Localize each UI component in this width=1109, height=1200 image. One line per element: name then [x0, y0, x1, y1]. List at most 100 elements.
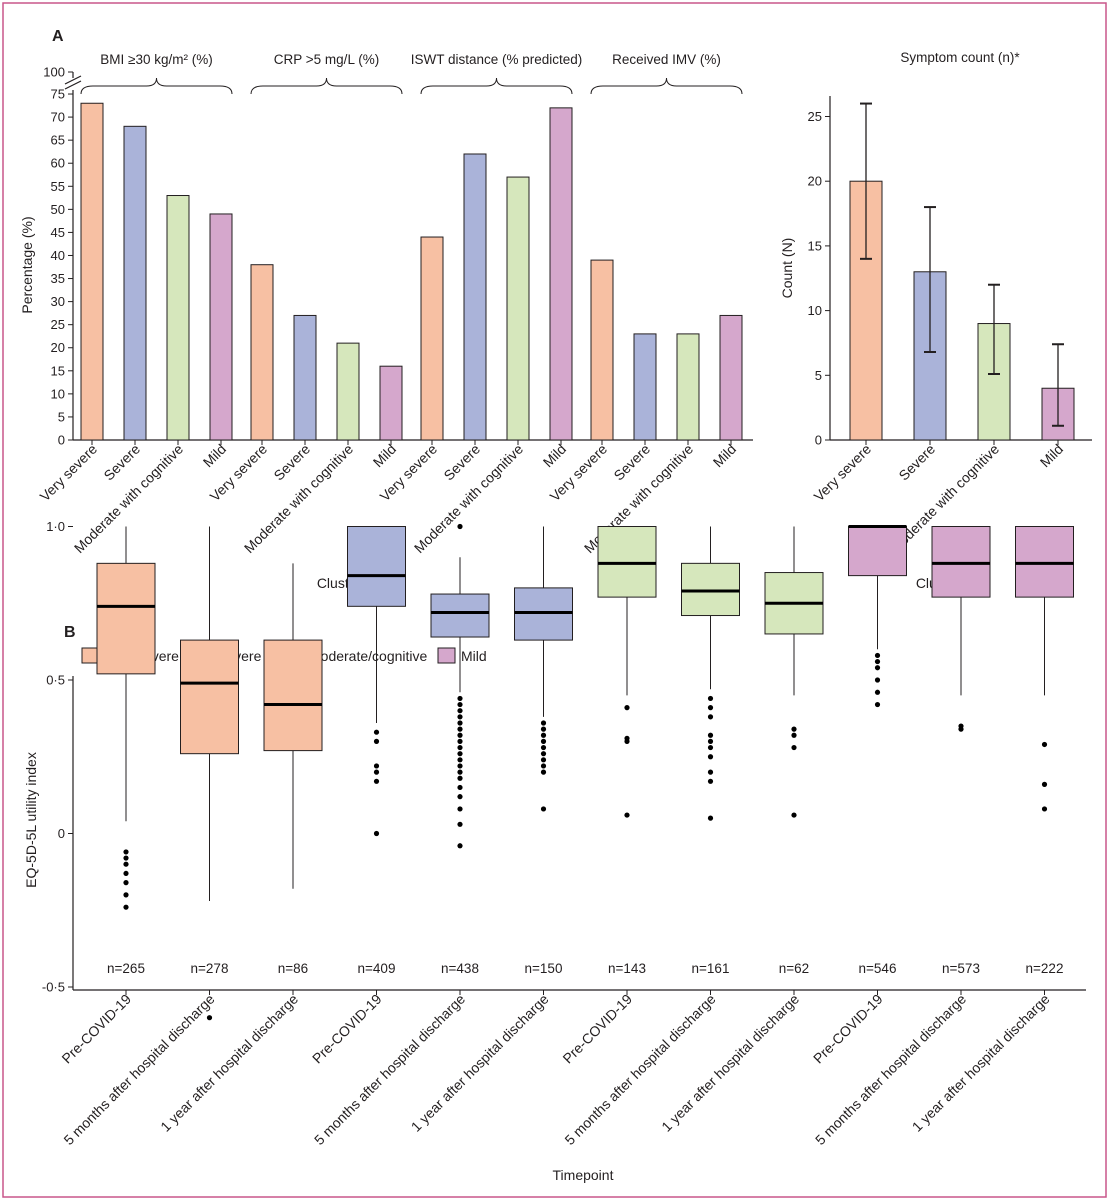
panel-a-letter: A	[52, 28, 64, 45]
outlier-point	[457, 708, 463, 714]
y-tick-label: 10	[808, 303, 822, 318]
bar-severe	[463, 153, 487, 441]
n-label: n=143	[608, 961, 646, 976]
x-tick-label: 5 months after hospital discharge	[812, 991, 969, 1148]
outlier-point	[707, 754, 714, 760]
y-tick-label: 5	[815, 368, 822, 383]
x-tick-label: Mild	[1037, 441, 1066, 470]
outlier-point	[707, 695, 714, 702]
outlier-point	[540, 732, 547, 738]
y-tick-label: 0	[58, 826, 65, 841]
outlier-point	[457, 763, 463, 769]
outlier-point	[540, 738, 547, 745]
outlier-point	[123, 849, 129, 855]
outlier-point	[373, 830, 380, 837]
outlier-point	[373, 778, 380, 784]
outlier-point	[457, 821, 463, 827]
outlier-point	[707, 714, 714, 720]
y-tick-label: 30	[51, 294, 65, 309]
panel-a-grouped-bar-chart: 0 5 10 15 20 25 30 35 40 45 50 55 60 65 70 75 100 Percent…	[19, 52, 753, 591]
legend-swatch-mild	[437, 647, 456, 664]
bar-mild	[719, 314, 743, 441]
x-tick-label: Severe	[610, 441, 653, 484]
n-label: n=546	[859, 961, 897, 976]
box	[931, 526, 991, 598]
x-tick-label: Mild	[710, 441, 739, 470]
box	[848, 526, 907, 577]
outlier-point	[457, 720, 463, 726]
x-tick-label: 1 year after hospital discharge	[157, 991, 301, 1135]
outlier-point	[457, 738, 463, 745]
n-label: n=265	[107, 961, 145, 976]
outlier-point	[457, 757, 463, 763]
y-tick-label: 20	[51, 340, 65, 355]
outlier-point	[123, 855, 129, 861]
outlier-point	[624, 705, 630, 711]
outlier-point	[1041, 781, 1048, 787]
y-tick-label: -0·5	[42, 980, 65, 995]
y-tick-label: 75	[51, 87, 65, 102]
y-tick-label: 50	[51, 202, 65, 217]
legend-swatch-very-severe	[81, 647, 100, 664]
outlier-point	[457, 843, 463, 849]
bar-moderate-with-cognitive	[676, 333, 700, 441]
x-tick-label: Pre-COVID-19	[810, 991, 886, 1067]
outlier-point	[707, 738, 714, 745]
box	[180, 639, 239, 755]
outlier-point	[373, 763, 380, 769]
group-label: CRP >5 mg/L (%)	[274, 52, 379, 67]
group-label: BMI ≥30 kg/m² (%)	[100, 52, 212, 67]
y-axis-title: Count (N)	[779, 238, 795, 299]
x-tick-label: Pre-COVID-19	[309, 991, 385, 1067]
y-tick-label: 65	[51, 133, 65, 148]
y-tick-label: 15	[808, 238, 822, 253]
bar-very-severe	[250, 264, 274, 441]
n-label: n=86	[278, 961, 308, 976]
outlier-point	[540, 769, 547, 775]
outlier-point	[457, 732, 463, 738]
outlier-point	[707, 705, 714, 711]
outlier-point	[457, 523, 463, 530]
outlier-point	[457, 751, 463, 757]
outlier-point	[1041, 741, 1048, 748]
outlier-point	[624, 812, 630, 818]
n-label: n=278	[191, 961, 229, 976]
x-tick-label: Very severe	[811, 441, 875, 505]
n-label: n=161	[692, 961, 730, 976]
y-tick-label: 10	[51, 386, 65, 401]
outlier-point	[707, 732, 714, 738]
x-tick-label: Severe	[895, 441, 938, 484]
x-tick-label: 1 year after hospital discharge	[909, 991, 1053, 1135]
outlier-point	[540, 751, 547, 757]
outlier-point	[791, 744, 797, 751]
group-brace	[590, 77, 743, 95]
bar-very-severe	[80, 102, 104, 441]
outlier-point	[123, 861, 129, 867]
group-label: Received IMV (%)	[612, 52, 721, 67]
outlier-point	[874, 658, 881, 665]
y-tick-label: 100	[43, 65, 65, 80]
box	[263, 639, 323, 752]
legend-label-mild: Mild	[461, 648, 487, 664]
group-brace	[420, 77, 573, 95]
box	[430, 593, 490, 638]
y-tick-label: 40	[51, 248, 65, 263]
outlier-point	[123, 870, 129, 877]
box	[681, 562, 740, 617]
outlier-point	[123, 904, 129, 910]
outlier-point	[791, 812, 797, 818]
x-tick-label: Pre-COVID-19	[559, 991, 635, 1067]
outlier-point	[457, 794, 463, 800]
outlier-point	[874, 665, 881, 671]
outlier-point	[707, 778, 714, 784]
outlier-point	[457, 695, 463, 702]
x-tick-label: Very severe	[37, 441, 101, 505]
outlier-point	[457, 726, 463, 732]
outlier-point	[540, 757, 547, 763]
outlier-point	[791, 732, 797, 738]
outlier-point	[457, 701, 463, 708]
y-tick-label: 60	[51, 156, 65, 171]
x-tick-label: 5 months after hospital discharge	[60, 991, 217, 1148]
x-axis-title: Timepoint	[553, 1167, 614, 1183]
